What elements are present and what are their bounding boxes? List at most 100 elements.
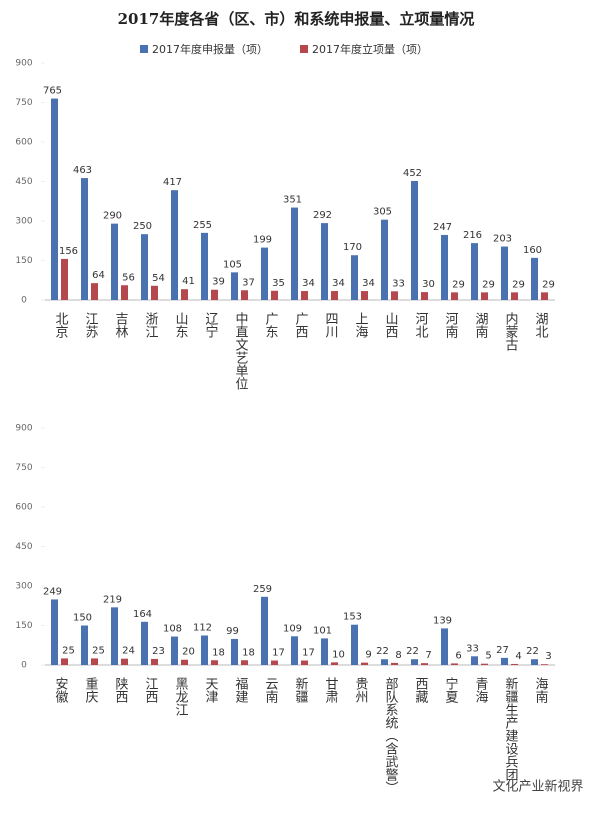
bar <box>271 660 278 665</box>
y-tick-label: 150 <box>15 621 32 631</box>
bar <box>121 658 128 665</box>
value-label: 203 <box>493 234 512 245</box>
value-label: 33 <box>466 643 479 654</box>
value-label: 30 <box>422 279 435 290</box>
y-tick-label: 0 <box>21 661 27 671</box>
value-label: 29 <box>512 279 525 290</box>
bar <box>451 663 458 665</box>
bar <box>481 663 488 665</box>
x-tick-label: 贵州 <box>353 677 369 703</box>
x-tick-label: 中直文艺单位 <box>233 312 249 390</box>
value-label: 4 <box>515 651 521 662</box>
y-tick-label: 450 <box>15 542 32 552</box>
bar <box>271 290 278 300</box>
y-tick-label: 450 <box>15 177 32 187</box>
bar <box>121 285 128 300</box>
bar <box>501 657 508 665</box>
y-tick-label: 300 <box>15 582 32 592</box>
bar <box>151 285 158 300</box>
bar <box>301 660 308 665</box>
legend-label: 2017年度申报量（项） <box>152 42 268 56</box>
bar <box>511 663 518 665</box>
bar <box>301 291 308 300</box>
bar <box>411 180 418 300</box>
value-label: 64 <box>92 270 105 281</box>
bar <box>361 662 368 665</box>
value-label: 35 <box>272 278 285 289</box>
bar <box>111 607 118 665</box>
value-label: 22 <box>526 646 539 657</box>
bar <box>261 596 268 665</box>
value-label: 99 <box>226 626 239 637</box>
bar <box>531 659 538 665</box>
x-tick-label: 内蒙古 <box>503 311 519 351</box>
value-label: 463 <box>73 165 92 176</box>
y-tick-label: 900 <box>15 424 32 434</box>
value-label: 33 <box>392 278 405 289</box>
bar <box>201 232 208 300</box>
value-label: 25 <box>92 645 105 656</box>
value-label: 20 <box>182 647 195 658</box>
value-label: 22 <box>376 646 389 657</box>
legend-label: 2017年度立项量（项） <box>312 42 428 56</box>
value-label: 112 <box>193 623 212 634</box>
x-tick-label: 陕西 <box>113 677 129 703</box>
bar <box>321 223 328 300</box>
value-label: 305 <box>373 207 392 218</box>
bar <box>381 219 388 300</box>
bar <box>231 272 238 300</box>
y-tick-label: 150 <box>15 256 32 266</box>
bar <box>241 290 248 300</box>
value-label: 160 <box>523 245 542 256</box>
x-tick-label: 福建 <box>233 677 249 704</box>
y-tick-label: 600 <box>15 138 32 148</box>
y-tick-label: 600 <box>15 503 32 513</box>
x-tick-label: 云南 <box>263 677 279 703</box>
value-label: 9 <box>365 650 371 661</box>
value-label: 3 <box>545 651 551 662</box>
bar <box>141 621 148 665</box>
value-label: 452 <box>403 168 422 179</box>
value-label: 25 <box>62 645 75 656</box>
bar <box>391 662 398 665</box>
bar <box>421 663 428 665</box>
x-tick-label: 辽宁 <box>203 312 219 338</box>
value-label: 22 <box>406 646 419 657</box>
bar <box>541 292 548 300</box>
y-tick-label: 750 <box>15 463 32 473</box>
value-label: 170 <box>343 242 362 253</box>
bar <box>421 292 428 300</box>
x-tick-label: 广东 <box>263 312 279 338</box>
value-label: 54 <box>152 273 165 284</box>
value-label: 765 <box>43 86 62 97</box>
bar <box>511 292 518 300</box>
value-label: 417 <box>163 177 182 188</box>
watermark: 文化产业新视界 <box>492 779 583 795</box>
bar <box>81 178 88 300</box>
x-tick-label: 河北 <box>413 312 429 339</box>
value-label: 108 <box>163 624 182 635</box>
x-tick-label: 湖北 <box>533 312 549 339</box>
value-label: 27 <box>496 645 509 656</box>
value-label: 216 <box>463 230 482 241</box>
bar <box>151 658 158 665</box>
x-tick-label: 上海 <box>353 312 369 338</box>
bar <box>91 658 98 665</box>
value-label: 7 <box>425 650 431 661</box>
value-label: 351 <box>283 195 302 206</box>
value-label: 156 <box>59 246 78 257</box>
bar <box>201 635 208 665</box>
x-tick-label: 重庆 <box>83 676 99 703</box>
value-label: 10 <box>332 649 345 660</box>
value-label: 18 <box>242 647 255 658</box>
bar <box>91 283 98 300</box>
x-tick-label: 甘肃 <box>323 677 339 703</box>
x-tick-label: 山东 <box>173 312 189 338</box>
bar <box>231 638 238 665</box>
bar <box>51 98 58 300</box>
bar <box>291 207 298 300</box>
x-tick-label: 浙江 <box>143 312 159 338</box>
bar <box>331 291 338 300</box>
value-label: 37 <box>242 277 255 288</box>
value-label: 41 <box>182 276 195 287</box>
